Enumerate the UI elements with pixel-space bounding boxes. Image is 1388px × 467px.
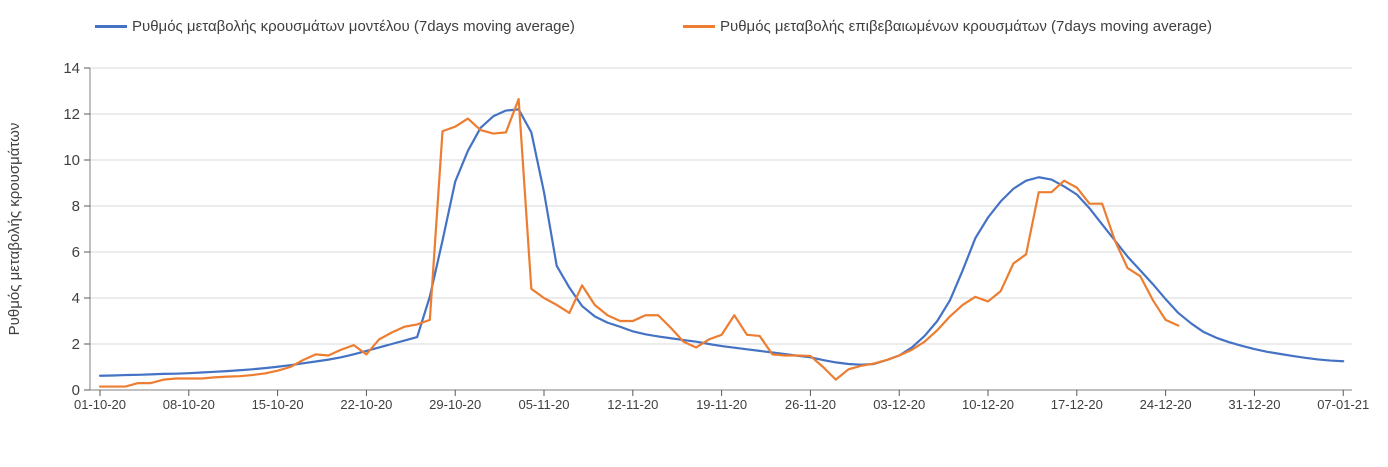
legend-line-swatch-blue-icon [95,25,127,28]
x-tick-label-07-01-21: 07-01-21 [1317,397,1369,412]
x-tick-label-05-11-20: 05-11-20 [518,397,569,412]
x-tick-label-12-11-20: 12-11-20 [607,397,658,412]
y-tick-label-4: 4 [72,290,80,307]
legend-item-model: Ρυθμός μεταβολής κρουσμάτων μοντέλου (7d… [95,18,575,35]
legend-label-model: Ρυθμός μεταβολής κρουσμάτων μοντέλου (7d… [132,18,575,35]
legend-line-swatch-orange-icon [683,25,715,28]
y-tick-label-10: 10 [63,152,80,169]
legend-item-confirmed: Ρυθμός μεταβολής επιβεβαιωμένων κρουσμάτ… [683,18,1212,35]
x-tick-label-17-12-20: 17-12-20 [1051,397,1103,412]
y-tick-label-0: 0 [72,382,80,399]
x-tick-label-26-11-20: 26-11-20 [785,397,836,412]
x-tick-label-01-10-20: 01-10-20 [74,397,126,412]
y-tick-label-2: 2 [72,336,80,353]
x-tick-label-15-10-20: 15-10-20 [252,397,304,412]
y-tick-label-12: 12 [63,106,80,123]
series-model-line [98,108,1345,377]
x-tick-label-10-12-20: 10-12-20 [962,397,1014,412]
y-tick-label-14: 14 [63,60,80,77]
x-tick-label-29-10-20: 29-10-20 [429,397,481,412]
x-tick-label-24-12-20: 24-12-20 [1140,397,1192,412]
x-tick-label-08-10-20: 08-10-20 [163,397,215,412]
chart-legend: Ρυθμός μεταβολής κρουσμάτων μοντέλου (7d… [0,18,1388,42]
y-tick-label-6: 6 [72,244,80,261]
x-tick-label-03-12-20: 03-12-20 [873,397,925,412]
x-tick-label-31-12-20: 31-12-20 [1228,397,1280,412]
legend-label-confirmed: Ρυθμός μεταβολής επιβεβαιωμένων κρουσμάτ… [720,18,1212,35]
x-tick-label-22-10-20: 22-10-20 [340,397,392,412]
x-tick-label-19-11-20: 19-11-20 [696,397,747,412]
series-confirmed-line [98,97,1180,388]
y-tick-label-8: 8 [72,198,80,215]
